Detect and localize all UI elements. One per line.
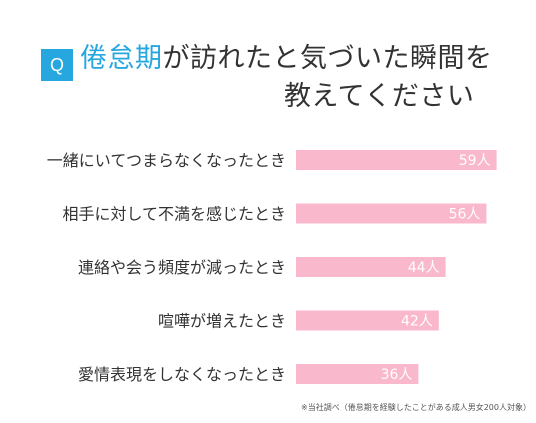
value-label: 42人 <box>401 314 433 330</box>
bar-row: 愛情表現をしなくなったとき 36人 <box>78 364 419 384</box>
title-line-1-rest: が訪れたと気づいた瞬間を <box>162 43 493 74</box>
value-label: 44人 <box>408 260 440 276</box>
category-label: 愛情表現をしなくなったとき <box>78 365 286 384</box>
bar <box>296 310 439 331</box>
bar-row: 喧嘩が増えたとき 42人 <box>158 310 439 331</box>
category-label: 一緒にいてつまらなくなったとき <box>47 151 286 170</box>
category-label: 連絡や会う頻度が減ったとき <box>78 258 286 277</box>
bar-row: 相手に対して不満を感じたとき 56人 <box>62 203 487 224</box>
page-title: 倦怠期が訪れたと気づいた瞬間を 教えてください <box>80 40 520 116</box>
value-label: 59人 <box>459 153 491 169</box>
category-label: 喧嘩が増えたとき <box>158 312 286 331</box>
bar <box>296 203 487 224</box>
category-label: 相手に対して不満を感じたとき <box>62 205 286 224</box>
bar-row: 一緒にいてつまらなくなったとき 59人 <box>47 150 497 170</box>
title-line-1: 倦怠期が訪れたと気づいた瞬間を <box>80 40 520 78</box>
value-label: 56人 <box>449 207 481 223</box>
title-line-2: 教えてください <box>284 81 475 112</box>
bar <box>296 257 446 277</box>
bar-row: 連絡や会う頻度が減ったとき 44人 <box>78 257 446 277</box>
bar <box>296 150 497 170</box>
footnote: ※当社調べ（倦怠期を経験したことがある成人男女200人対象） <box>301 403 531 412</box>
title-keyword: 倦怠期 <box>80 43 163 74</box>
question-badge: Q <box>41 49 73 81</box>
value-label: 36人 <box>381 367 413 383</box>
bar <box>296 364 419 384</box>
